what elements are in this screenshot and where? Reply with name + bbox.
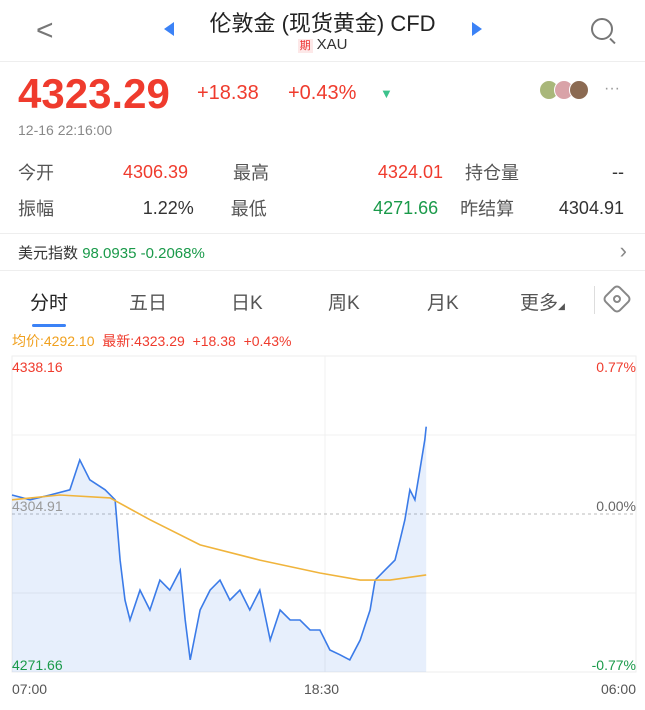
- stat-value: 4304.91: [558, 197, 624, 218]
- tab-five-day[interactable]: 五日: [129, 293, 168, 314]
- symbol: XAU: [316, 36, 348, 53]
- dxy-change: -0.2068%: [140, 245, 205, 262]
- pct-label-top: 0.77%: [596, 359, 636, 375]
- stat-value: 4306.39: [123, 161, 189, 182]
- previous-arrow-icon[interactable]: [164, 22, 174, 36]
- price-line: [11, 426, 427, 661]
- x-label-start: 07:00: [12, 681, 48, 697]
- pct-label-bottom: -0.77%: [591, 657, 636, 673]
- price-change-pct: +0.43%: [288, 82, 357, 104]
- latest-pct: +0.43%: [243, 333, 292, 349]
- stat-label: 持仓量: [465, 163, 519, 183]
- tab-more-label: 更多: [520, 293, 559, 314]
- x-label-mid: 18:30: [304, 681, 340, 697]
- tab-intraday[interactable]: 分时: [30, 288, 68, 327]
- tab-weekly-k[interactable]: 周K: [328, 293, 360, 314]
- price-change: +18.38: [197, 82, 259, 104]
- stat-value: --: [612, 161, 624, 182]
- dollar-index-bar[interactable]: 美元指数 98.0935 -0.2068% ›: [0, 233, 645, 271]
- stat-label: 今开: [18, 163, 54, 183]
- back-icon[interactable]: <: [36, 14, 54, 47]
- futures-tag: 期: [297, 39, 313, 53]
- tab-more[interactable]: 更多◢: [520, 288, 565, 315]
- latest-change: +18.38: [192, 333, 236, 349]
- divider: [594, 286, 595, 314]
- y-label-bottom: 4271.66: [12, 657, 63, 673]
- stat-value: 1.22%: [142, 197, 194, 218]
- page-title: 伦敦金 (现货黄金) CFD: [209, 11, 436, 36]
- avg-price: 均价:4292.10: [12, 333, 95, 349]
- stat-label: 振幅: [18, 199, 54, 219]
- chart-info: 均价:4292.10 最新:4323.29 +18.38 +0.43%: [12, 331, 291, 351]
- average-line: [11, 494, 427, 581]
- quote-time: 12-16 22:16:00: [18, 122, 113, 138]
- dxy-value: 98.0935: [82, 245, 137, 262]
- avatar-group[interactable]: [539, 80, 589, 100]
- latest-price: 最新:4323.29: [102, 333, 185, 349]
- price-area: [12, 426, 427, 672]
- header: < 伦敦金 (现货黄金) CFD 期 XAU: [0, 0, 645, 62]
- stats-row: 振幅 1.22% 最低 4271.66 昨结算 4304.91: [18, 190, 624, 226]
- dxy-label: 美元指数: [18, 245, 79, 262]
- arrow-down-icon: ▼: [380, 86, 393, 101]
- more-icon[interactable]: ···: [604, 80, 620, 97]
- stat-label: 昨结算: [460, 199, 515, 219]
- x-label-end: 06:00: [600, 681, 636, 697]
- stats-grid: 今开 4306.39 最高 4324.01 持仓量 -- 振幅 1.22% 最低…: [18, 154, 624, 226]
- chart-tabs: 分时 五日 日K 周K 月K 更多◢: [0, 282, 645, 327]
- search-icon[interactable]: [591, 18, 613, 40]
- tab-monthly-k[interactable]: 月K: [427, 293, 459, 314]
- stat-label: 最低: [230, 199, 267, 219]
- stats-row: 今开 4306.39 最高 4324.01 持仓量 --: [18, 154, 624, 190]
- stat-value: 4324.01: [377, 161, 443, 182]
- dropdown-icon: ◢: [558, 301, 565, 311]
- y-label-top: 4338.16: [12, 359, 63, 375]
- stat-label: 最高: [233, 163, 269, 183]
- chevron-right-icon: ›: [619, 238, 627, 263]
- avatar: [569, 80, 589, 100]
- pct-label-mid: 0.00%: [596, 498, 636, 514]
- last-price: 4323.29: [18, 70, 170, 117]
- stat-value: 4271.66: [373, 197, 439, 218]
- symbol-subtitle: 期 XAU: [0, 36, 645, 53]
- next-arrow-icon[interactable]: [472, 22, 482, 36]
- tab-daily-k[interactable]: 日K: [231, 293, 263, 314]
- y-label-mid: 4304.91: [12, 498, 63, 514]
